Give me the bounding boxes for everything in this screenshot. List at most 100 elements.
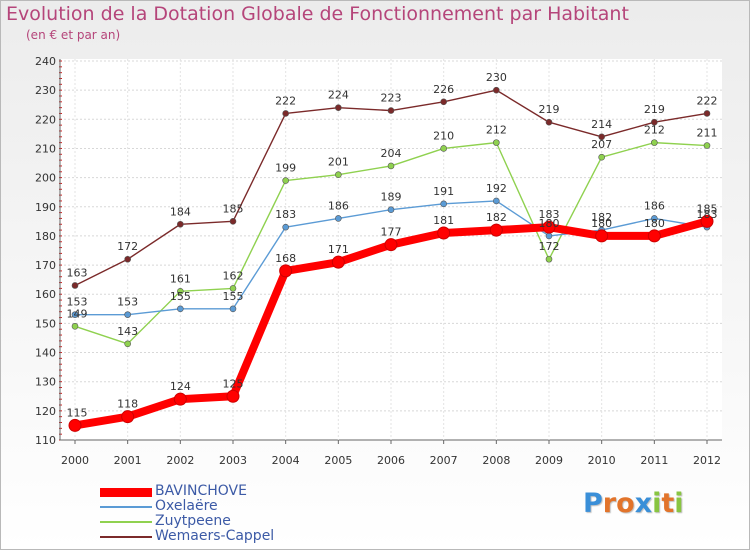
data-point — [595, 229, 609, 243]
logo-letter: t — [661, 488, 675, 519]
data-label: 180 — [539, 217, 560, 230]
data-point — [651, 118, 658, 126]
legend-swatch — [100, 506, 152, 508]
x-tick-label: 2006 — [377, 454, 405, 467]
x-tick-label: 2002 — [166, 454, 194, 467]
data-label: 201 — [328, 156, 349, 169]
data-point — [437, 226, 451, 240]
data-label: 189 — [381, 191, 402, 204]
data-point — [71, 282, 79, 289]
data-label: 211 — [697, 127, 718, 140]
data-point — [387, 206, 395, 213]
data-label: 118 — [117, 398, 138, 411]
data-point — [651, 139, 658, 146]
data-label: 153 — [67, 296, 88, 309]
data-point — [545, 232, 553, 240]
data-label: 168 — [275, 252, 296, 265]
y-tick-label: 210 — [35, 142, 56, 155]
data-point — [68, 418, 82, 432]
data-label: 224 — [328, 89, 349, 102]
data-point — [177, 288, 184, 295]
x-tick-label: 2009 — [535, 454, 563, 467]
data-label: 214 — [591, 118, 612, 131]
data-point — [545, 118, 553, 126]
y-tick-label: 110 — [35, 434, 56, 447]
data-label: 171 — [328, 243, 349, 256]
data-point — [703, 142, 711, 149]
data-point — [387, 107, 395, 114]
data-point — [124, 311, 131, 318]
data-point — [229, 218, 237, 225]
data-point — [384, 238, 398, 252]
x-tick-label: 2004 — [272, 454, 300, 467]
data-point — [229, 305, 237, 313]
data-point — [700, 214, 714, 228]
data-label: 183 — [275, 208, 296, 221]
data-point — [545, 255, 553, 263]
data-label: 185 — [697, 202, 718, 215]
data-label: 180 — [591, 217, 612, 230]
legend-item: BAVINCHOVE — [100, 483, 300, 500]
x-tick-label: 2000 — [61, 454, 89, 467]
data-point — [331, 255, 345, 269]
data-label: 212 — [644, 124, 665, 137]
data-label: 199 — [275, 162, 296, 175]
data-point — [282, 177, 289, 184]
data-label: 223 — [381, 92, 402, 105]
data-point — [647, 229, 661, 243]
data-label: 212 — [486, 124, 507, 137]
y-tick-label: 140 — [35, 347, 56, 360]
data-point — [71, 311, 79, 318]
y-tick-label: 230 — [35, 84, 56, 97]
data-label: 185 — [223, 202, 244, 215]
data-label: 143 — [117, 325, 138, 338]
data-label: 172 — [539, 240, 560, 253]
logo-letter: i — [652, 488, 662, 519]
y-tick-label: 130 — [35, 376, 56, 389]
legend-item: Zuytpeene — [100, 513, 300, 530]
data-label: 191 — [433, 185, 454, 198]
data-label: 230 — [486, 71, 507, 84]
data-label: 163 — [67, 266, 88, 279]
chart-title: Evolution de la Dotation Globale de Fonc… — [6, 3, 629, 25]
data-point — [124, 255, 131, 263]
chart-subtitle: (en € et par an) — [26, 28, 121, 42]
x-tick-label: 2012 — [693, 454, 721, 467]
data-point — [493, 139, 500, 146]
data-point — [651, 215, 658, 222]
x-tick-label: 2008 — [482, 454, 510, 467]
data-label: 161 — [170, 272, 191, 285]
data-label: 183 — [539, 208, 560, 221]
data-point — [229, 285, 237, 292]
y-tick-label: 190 — [35, 201, 56, 214]
x-tick-label: 2007 — [430, 454, 458, 467]
data-point — [598, 153, 605, 161]
data-point — [440, 200, 447, 208]
data-label: 125 — [223, 377, 244, 390]
data-point — [177, 305, 184, 313]
data-label: 180 — [644, 217, 665, 230]
legend-item: Wemaers-Cappel — [100, 528, 300, 545]
legend-label: Zuytpeene — [155, 513, 231, 529]
data-point — [387, 162, 395, 170]
data-point — [703, 110, 711, 117]
data-point — [282, 110, 289, 117]
legend: BAVINCHOVE Oxelaëre Zuytpeene Wemaers-Cappe… — [100, 483, 300, 545]
data-label: 149 — [67, 307, 88, 320]
proxiti-logo: Proxiti — [583, 488, 684, 519]
data-label: 177 — [381, 226, 402, 239]
legend-item: Oxelaëre — [100, 498, 300, 515]
legend-label: BAVINCHOVE — [155, 483, 247, 499]
x-tick-label: 2001 — [114, 454, 142, 467]
data-label: 124 — [170, 380, 191, 393]
data-label: 186 — [328, 199, 349, 212]
data-point — [440, 98, 447, 106]
data-label: 219 — [644, 103, 665, 116]
data-point — [226, 389, 240, 403]
data-point — [335, 215, 342, 222]
data-point — [177, 220, 184, 228]
y-tick-label: 170 — [35, 259, 56, 272]
data-label: 186 — [644, 199, 665, 212]
data-label: 184 — [170, 205, 191, 218]
